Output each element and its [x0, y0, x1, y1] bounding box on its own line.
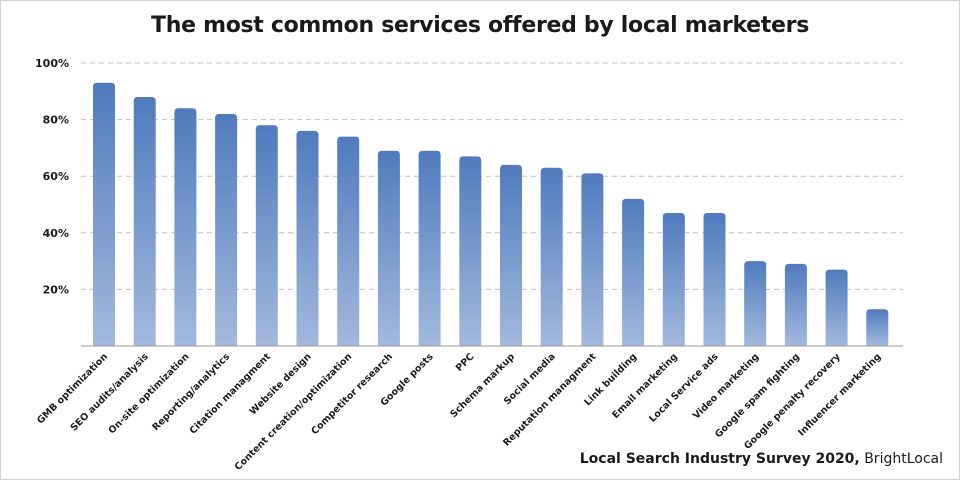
category-label: GMB optimization [35, 351, 110, 426]
bar [784, 263, 807, 346]
bar [296, 130, 319, 346]
y-axis-ticks: 20% 40% 60% 80% 100% [35, 57, 69, 296]
bar [825, 269, 848, 346]
source-publisher: BrightLocal [864, 451, 943, 467]
bar [133, 96, 156, 347]
bar [174, 108, 197, 346]
category-label: Citation managment [188, 351, 274, 437]
bar [622, 198, 645, 346]
bar [215, 113, 238, 346]
y-tick-label: 100% [35, 57, 69, 70]
category-label: Competitor research [309, 351, 395, 437]
chart-title: The most common services offered by loca… [151, 13, 809, 38]
bar [866, 309, 889, 346]
source-caption: Local Search Industry Survey 2020, Brigh… [580, 451, 943, 467]
category-label: PPC [454, 351, 477, 374]
category-label: Local Service ads [647, 351, 721, 425]
bar [540, 167, 563, 346]
source-survey: Local Search Industry Survey 2020, [579, 451, 860, 467]
category-label: SEO audits/analysis [69, 351, 151, 433]
bar [377, 150, 400, 346]
bar [500, 164, 522, 346]
bar [337, 136, 360, 346]
bar [744, 261, 767, 346]
bars [93, 82, 889, 347]
category-label: Reporting/analytics [150, 351, 232, 433]
grid-lines [81, 62, 903, 290]
y-tick-label: 40% [43, 227, 69, 240]
y-tick-label: 20% [43, 283, 69, 296]
bar [662, 212, 685, 346]
bar [703, 212, 726, 346]
bar [581, 173, 604, 346]
y-tick-label: 60% [43, 170, 69, 183]
category-label: On-site optimization [106, 351, 191, 436]
bar [255, 125, 278, 346]
bar [418, 150, 441, 346]
bar [93, 82, 115, 346]
category-label: Google spam fighting [713, 351, 802, 440]
y-tick-label: 80% [43, 114, 69, 127]
category-label: Influencer marketing [796, 351, 883, 438]
bar [459, 156, 482, 346]
